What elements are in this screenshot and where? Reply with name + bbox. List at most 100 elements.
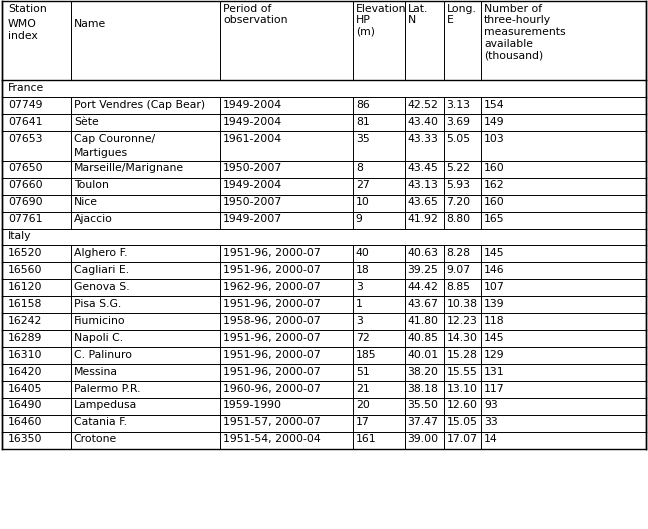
Text: 160: 160	[484, 197, 505, 207]
Text: 8: 8	[356, 163, 363, 174]
Text: 1951-96, 2000-07: 1951-96, 2000-07	[223, 265, 321, 275]
Text: 37.47: 37.47	[408, 417, 439, 427]
Text: three-hourly: three-hourly	[484, 15, 551, 25]
Text: 27: 27	[356, 180, 369, 190]
Text: 1958-96, 2000-07: 1958-96, 2000-07	[223, 316, 321, 326]
Text: 43.45: 43.45	[408, 163, 439, 174]
Text: 16310: 16310	[8, 350, 42, 360]
Text: 1951-96, 2000-07: 1951-96, 2000-07	[223, 333, 321, 343]
Text: 162: 162	[484, 180, 505, 190]
Text: 17: 17	[356, 417, 369, 427]
Text: 1951-96, 2000-07: 1951-96, 2000-07	[223, 299, 321, 309]
Text: 1951-54, 2000-04: 1951-54, 2000-04	[223, 434, 321, 444]
Text: 16350: 16350	[8, 434, 42, 444]
Text: Nice: Nice	[74, 197, 98, 207]
Text: Palermo P.R.: Palermo P.R.	[74, 384, 141, 394]
Text: 35.50: 35.50	[408, 400, 439, 411]
Text: 1951-96, 2000-07: 1951-96, 2000-07	[223, 350, 321, 360]
Text: Long.: Long.	[446, 4, 476, 14]
Text: 86: 86	[356, 100, 369, 110]
Text: 43.13: 43.13	[408, 180, 439, 190]
Text: 16242: 16242	[8, 316, 42, 326]
Text: 17.07: 17.07	[446, 434, 478, 444]
Text: 41.80: 41.80	[408, 316, 439, 326]
Text: 40.85: 40.85	[408, 333, 439, 343]
Text: 3.13: 3.13	[446, 100, 470, 110]
Text: 72: 72	[356, 333, 369, 343]
Text: 21: 21	[356, 384, 369, 394]
Text: 5.93: 5.93	[446, 180, 470, 190]
Text: 07660: 07660	[8, 180, 42, 190]
Text: 8.85: 8.85	[446, 282, 470, 292]
Text: 16420: 16420	[8, 367, 42, 377]
Text: 10.38: 10.38	[446, 299, 478, 309]
Text: 165: 165	[484, 214, 505, 224]
Text: (m): (m)	[356, 27, 375, 37]
Text: 40.01: 40.01	[408, 350, 439, 360]
Text: measurements: measurements	[484, 27, 566, 37]
Text: C. Palinuro: C. Palinuro	[74, 350, 132, 360]
Text: 1: 1	[356, 299, 363, 309]
Text: 14: 14	[484, 434, 498, 444]
Text: 1950-2007: 1950-2007	[223, 163, 282, 174]
Text: 16560: 16560	[8, 265, 42, 275]
Text: 7.20: 7.20	[446, 197, 470, 207]
Text: 1949-2004: 1949-2004	[223, 180, 282, 190]
Text: 07749: 07749	[8, 100, 42, 110]
Text: 41.92: 41.92	[408, 214, 439, 224]
Text: observation: observation	[223, 15, 288, 25]
Text: Fiumicino: Fiumicino	[74, 316, 126, 326]
Text: E: E	[446, 15, 454, 25]
Text: 1961-2004: 1961-2004	[223, 134, 282, 144]
Text: 9.07: 9.07	[446, 265, 470, 275]
Text: WMO: WMO	[8, 19, 37, 29]
Text: 51: 51	[356, 367, 369, 377]
Text: Alghero F.: Alghero F.	[74, 248, 128, 258]
Text: 1951-96, 2000-07: 1951-96, 2000-07	[223, 367, 321, 377]
Text: 40.63: 40.63	[408, 248, 439, 258]
Text: 33: 33	[484, 417, 498, 427]
Text: 16120: 16120	[8, 282, 42, 292]
Text: 16490: 16490	[8, 400, 42, 411]
Text: 39.00: 39.00	[408, 434, 439, 444]
Text: 18: 18	[356, 265, 369, 275]
Text: 160: 160	[484, 163, 505, 174]
Text: Genova S.: Genova S.	[74, 282, 130, 292]
Text: 16289: 16289	[8, 333, 42, 343]
Text: 118: 118	[484, 316, 505, 326]
Text: 1959-1990: 1959-1990	[223, 400, 282, 411]
Text: 38.20: 38.20	[408, 367, 439, 377]
Text: 16520: 16520	[8, 248, 42, 258]
Text: Crotone: Crotone	[74, 434, 117, 444]
Text: Catania F.: Catania F.	[74, 417, 127, 427]
Text: 07653: 07653	[8, 134, 42, 144]
Text: 43.40: 43.40	[408, 117, 439, 127]
Text: 43.33: 43.33	[408, 134, 439, 144]
Text: 13.10: 13.10	[446, 384, 478, 394]
Text: 5.05: 5.05	[446, 134, 470, 144]
Text: 35: 35	[356, 134, 369, 144]
Text: 161: 161	[356, 434, 376, 444]
Text: 1949-2007: 1949-2007	[223, 214, 282, 224]
Text: Period of: Period of	[223, 4, 272, 14]
Text: 117: 117	[484, 384, 505, 394]
Text: 15.28: 15.28	[446, 350, 478, 360]
Text: 39.25: 39.25	[408, 265, 439, 275]
Text: Pisa S.G.: Pisa S.G.	[74, 299, 121, 309]
Text: Lampedusa: Lampedusa	[74, 400, 137, 411]
Text: 15.05: 15.05	[446, 417, 478, 427]
Text: Napoli C.: Napoli C.	[74, 333, 123, 343]
Text: 38.18: 38.18	[408, 384, 439, 394]
Text: Number of: Number of	[484, 4, 542, 14]
Text: 149: 149	[484, 117, 505, 127]
Text: 93: 93	[484, 400, 498, 411]
Text: 185: 185	[356, 350, 376, 360]
Text: Cagliari E.: Cagliari E.	[74, 265, 129, 275]
Text: 43.67: 43.67	[408, 299, 439, 309]
Text: 8.28: 8.28	[446, 248, 470, 258]
Text: 14.30: 14.30	[446, 333, 478, 343]
Text: Marseille/Marignane: Marseille/Marignane	[74, 163, 184, 174]
Text: Port Vendres (Cap Bear): Port Vendres (Cap Bear)	[74, 100, 205, 110]
Text: 07761: 07761	[8, 214, 42, 224]
Text: index: index	[8, 31, 38, 41]
